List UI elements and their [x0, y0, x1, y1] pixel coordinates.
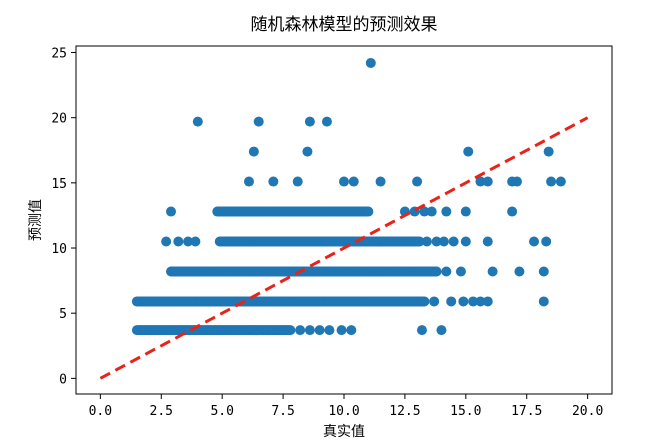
plot-frame: [75, 45, 613, 395]
y-axis-label: 预测值: [28, 199, 44, 241]
data-point: [243, 176, 254, 187]
data-point: [419, 206, 430, 217]
data-point: [448, 236, 459, 247]
y-tick-label: 0: [59, 372, 67, 387]
data-point: [455, 266, 466, 277]
data-point: [166, 206, 177, 217]
data-point: [431, 266, 442, 277]
data-point: [543, 146, 554, 157]
data-point: [441, 206, 452, 217]
data-point: [339, 176, 349, 187]
data-point: [529, 236, 540, 247]
x-axis-label: 真实值: [323, 424, 365, 440]
data-point: [412, 176, 423, 187]
data-point: [438, 236, 449, 247]
x-tick-label: 0.0: [89, 404, 112, 419]
data-point: [482, 296, 493, 307]
x-tick-label: 20.0: [572, 404, 603, 419]
y-tick-label: 15: [51, 177, 67, 192]
scatter-points: [131, 57, 566, 336]
data-point: [419, 296, 430, 307]
data-point: [463, 146, 474, 157]
y-tick-label: 25: [51, 47, 67, 62]
data-point: [482, 176, 493, 187]
data-point: [346, 325, 357, 336]
data-point: [431, 236, 442, 247]
data-point: [192, 116, 203, 127]
data-point: [190, 236, 201, 247]
x-tick-label: 17.5: [511, 404, 542, 419]
data-point: [538, 296, 549, 307]
data-point: [541, 236, 552, 247]
data-point: [555, 176, 566, 187]
x-tick-label: 15.0: [450, 404, 481, 419]
data-point: [441, 266, 452, 277]
data-point: [482, 236, 493, 247]
data-point: [375, 176, 386, 187]
y-axis: 0 5 10 15 20 25: [51, 47, 76, 387]
data-point: [460, 236, 471, 247]
reference-line: [99, 116, 589, 380]
x-tick-label: 12.5: [389, 404, 420, 419]
x-tick-label: 7.5: [271, 404, 294, 419]
data-point: [304, 325, 315, 336]
chart-title: 随机森林模型的预测效果: [251, 15, 438, 35]
data-point: [268, 176, 279, 187]
data-point: [416, 325, 427, 336]
data-point: [468, 296, 479, 307]
data-point: [414, 236, 425, 247]
data-point: [426, 206, 437, 217]
data-point: [285, 325, 296, 336]
data-point: [460, 206, 471, 217]
y-tick-label: 10: [51, 242, 67, 257]
data-point: [304, 116, 315, 127]
x-tick-label: 10.0: [328, 404, 359, 419]
y-tick-label: 20: [51, 112, 67, 127]
data-point: [511, 176, 522, 187]
data-point: [363, 206, 374, 217]
data-point: [295, 325, 306, 336]
x-axis: 0.0 2.5 5.0 7.5 10.0 12.5 15.0 17.5 20.0: [89, 394, 603, 419]
data-point: [487, 266, 498, 277]
data-point: [292, 176, 303, 187]
x-tick-label: 5.0: [210, 404, 233, 419]
data-point: [514, 266, 525, 277]
data-point: [321, 116, 332, 127]
data-point: [348, 176, 359, 187]
data-point: [365, 57, 376, 68]
data-point: [475, 176, 486, 187]
x-tick-label: 2.5: [150, 404, 173, 419]
data-point: [161, 236, 172, 247]
data-point: [248, 146, 259, 157]
data-point: [507, 206, 518, 217]
data-point: [253, 116, 264, 127]
data-point: [436, 325, 447, 336]
y-tick-label: 5: [59, 307, 67, 322]
data-point: [446, 296, 457, 307]
data-point: [421, 236, 432, 247]
data-point: [314, 325, 325, 336]
data-point: [336, 325, 347, 336]
data-point: [302, 146, 313, 157]
data-point: [429, 296, 440, 307]
data-point: [324, 325, 335, 336]
data-point: [475, 296, 486, 307]
data-point: [173, 236, 184, 247]
data-point: [538, 266, 549, 277]
data-point: [183, 236, 194, 247]
data-point: [458, 296, 469, 307]
data-point: [546, 176, 557, 187]
